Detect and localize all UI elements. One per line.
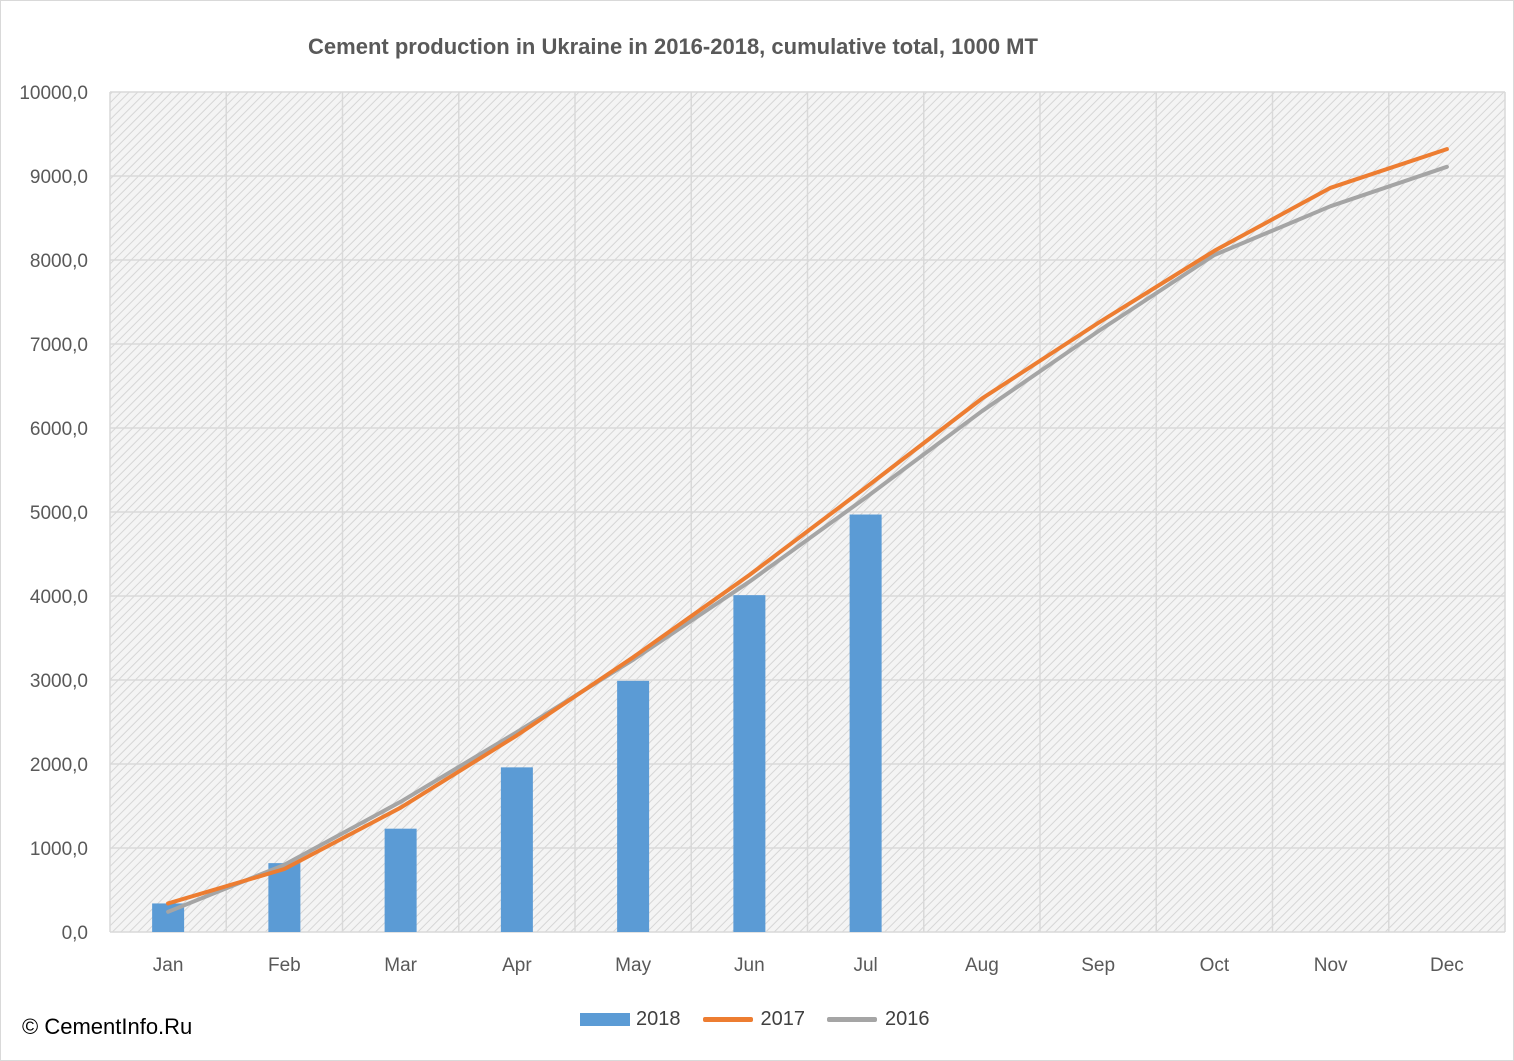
gridlines bbox=[109, 91, 1506, 933]
x-tick-label-dec: Dec bbox=[1430, 955, 1464, 976]
y-tick-label-3: 3000,0 bbox=[30, 671, 88, 692]
legend-swatch-2016 bbox=[827, 1017, 877, 1022]
y-tick-label-9: 9000,0 bbox=[30, 167, 88, 188]
bar-2018-apr bbox=[500, 767, 533, 932]
line-series bbox=[166, 147, 1449, 914]
legend-swatch-2017 bbox=[702, 1017, 753, 1022]
y-tick-label-2: 2000,0 bbox=[30, 755, 88, 776]
x-tick-label-jan: Jan bbox=[153, 955, 184, 976]
y-tick-label-0: 0,0 bbox=[62, 923, 88, 944]
y-tick-label-5: 5000,0 bbox=[30, 503, 88, 524]
x-tick-label-may: May bbox=[615, 955, 651, 976]
legend-item-2018: 2018 bbox=[580, 1008, 681, 1031]
y-tick-label-7: 7000,0 bbox=[30, 335, 88, 356]
x-axis-tick-labels: Jan Feb Mar Apr May Jun Jul Aug Sep Oct Nov Dec bbox=[153, 955, 1464, 976]
chart-title: Cement production in Ukraine in 2016-201… bbox=[308, 34, 1038, 59]
y-axis-tick-labels: 0,0 1000,0 2000,0 3000,0 4000,0 5000,0 6000,0 7… bbox=[19, 83, 88, 944]
legend-label-2016: 2016 bbox=[885, 1008, 930, 1030]
bar-2018-feb bbox=[268, 863, 301, 932]
y-tick-label-6: 6000,0 bbox=[30, 419, 88, 440]
legend-swatch-2018 bbox=[580, 1013, 630, 1026]
bar-2018-jul bbox=[849, 514, 882, 932]
bar-series-2018 bbox=[152, 514, 882, 932]
x-tick-label-jun: Jun bbox=[734, 955, 765, 976]
legend: 2018 2017 2016 bbox=[580, 1008, 952, 1031]
x-tick-label-feb: Feb bbox=[268, 955, 301, 976]
copyright-watermark: © CementInfo.Ru bbox=[22, 1014, 193, 1039]
x-tick-label-mar: Mar bbox=[384, 955, 417, 976]
y-tick-label-8: 8000,0 bbox=[30, 251, 88, 272]
x-tick-label-aug: Aug bbox=[965, 955, 999, 976]
y-tick-label-4: 4000,0 bbox=[30, 587, 88, 608]
line-2017 bbox=[166, 147, 1449, 906]
legend-label-2018: 2018 bbox=[636, 1008, 681, 1030]
x-tick-label-jul: Jul bbox=[853, 955, 877, 976]
x-tick-label-nov: Nov bbox=[1314, 955, 1348, 976]
bar-2018-may bbox=[617, 680, 650, 932]
y-tick-label-1: 1000,0 bbox=[30, 839, 88, 860]
x-tick-label-apr: Apr bbox=[502, 955, 532, 976]
bar-2018-jun bbox=[733, 595, 766, 932]
bar-2018-mar bbox=[384, 828, 417, 932]
legend-item-2016: 2016 bbox=[827, 1008, 930, 1031]
x-tick-label-oct: Oct bbox=[1200, 955, 1230, 976]
line-2016 bbox=[166, 164, 1449, 914]
x-tick-label-sep: Sep bbox=[1081, 955, 1115, 976]
y-tick-label-10: 10000,0 bbox=[19, 83, 88, 104]
legend-label-2017: 2017 bbox=[760, 1008, 806, 1030]
legend-item-2017: 2017 bbox=[702, 1008, 806, 1031]
